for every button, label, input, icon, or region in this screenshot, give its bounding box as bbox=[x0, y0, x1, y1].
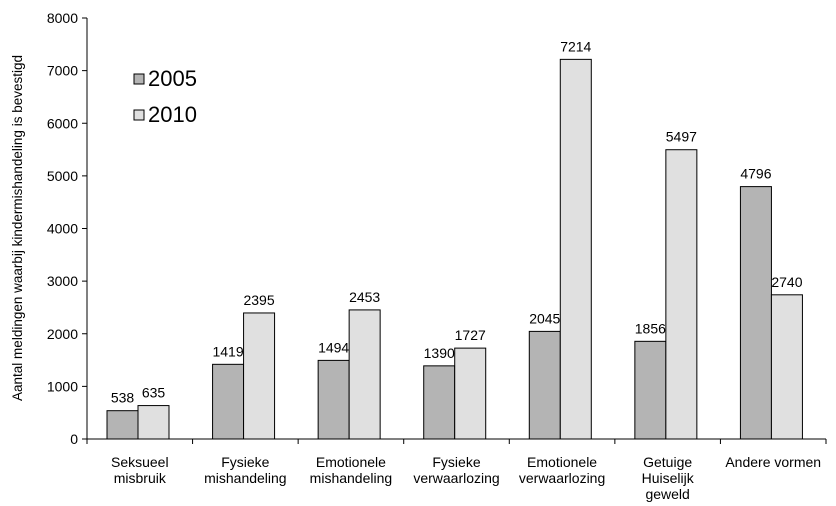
x-category-label: Emotionele bbox=[527, 454, 597, 470]
x-category-label: mishandeling bbox=[310, 470, 393, 486]
bar-2010-5 bbox=[665, 149, 698, 440]
y-tick-label: 4000 bbox=[47, 221, 78, 237]
legend-swatch-2010 bbox=[133, 109, 145, 121]
bar-2010-3 bbox=[454, 347, 487, 440]
data-labels: 538 1419 1494 1390 2045 1856 4796 635 2395 2453 17… bbox=[111, 38, 803, 405]
data-label-2010-4: 7214 bbox=[560, 38, 591, 54]
y-tick-label: 2000 bbox=[47, 326, 78, 342]
data-label-2010-6: 2740 bbox=[771, 274, 802, 290]
y-axis-title: Aantal meldingen waarbij kindermishandel… bbox=[10, 55, 25, 401]
data-label-2005-4: 2045 bbox=[529, 310, 560, 326]
bar-2005-4 bbox=[528, 330, 561, 440]
data-label-2005-2: 1494 bbox=[318, 339, 349, 355]
x-category-label: geweld bbox=[645, 486, 689, 502]
bar-2005-5 bbox=[634, 340, 667, 440]
data-label-2010-1: 2395 bbox=[243, 292, 274, 308]
data-label-2010-5: 5497 bbox=[666, 129, 697, 145]
data-label-2005-3: 1390 bbox=[424, 345, 455, 361]
bars bbox=[106, 58, 803, 440]
bar-2010-6 bbox=[770, 294, 803, 440]
x-category-label: misbruik bbox=[114, 470, 167, 486]
bar-2010-0 bbox=[137, 405, 170, 440]
data-label-2010-0: 635 bbox=[142, 385, 166, 401]
data-label-2005-6: 4796 bbox=[740, 166, 771, 182]
bar-2005-6 bbox=[739, 186, 772, 440]
data-label-2010-2: 2453 bbox=[349, 289, 380, 305]
y-tick-label: 5000 bbox=[47, 168, 78, 184]
x-category-label: Huiselijk bbox=[642, 470, 695, 486]
x-category-label: Seksueel bbox=[111, 454, 169, 470]
x-category-label: Getuige bbox=[643, 454, 692, 470]
legend-swatch-2005 bbox=[133, 73, 145, 85]
bar-2005-1 bbox=[212, 363, 245, 440]
y-tick-label: 1000 bbox=[47, 378, 78, 394]
data-label-2010-3: 1727 bbox=[455, 327, 486, 343]
legend-label-2005: 2005 bbox=[148, 66, 197, 91]
x-labels: SeksueelmisbruikFysiekemishandelingEmoti… bbox=[86, 439, 827, 502]
y-ticks: 0 1000 2000 3000 4000 5000 6000 7000 8000 bbox=[47, 10, 87, 447]
x-category-label: Fysieke bbox=[432, 454, 480, 470]
bar-2010-2 bbox=[348, 309, 381, 440]
legend-label-2010: 2010 bbox=[148, 102, 197, 127]
y-tick-label: 3000 bbox=[47, 273, 78, 289]
y-tick-label: 0 bbox=[70, 431, 78, 447]
x-category-label: Andere vormen bbox=[725, 454, 821, 470]
y-tick-label: 8000 bbox=[47, 10, 78, 26]
y-tick-label: 6000 bbox=[47, 115, 78, 131]
data-label-2005-1: 1419 bbox=[212, 343, 243, 359]
x-category-label: verwaarlozing bbox=[413, 470, 499, 486]
bar-2005-3 bbox=[423, 365, 456, 440]
data-label-2005-0: 538 bbox=[111, 390, 135, 406]
y-tick-label: 7000 bbox=[47, 63, 78, 79]
bar-2010-4 bbox=[559, 58, 592, 440]
x-category-label: Fysieke bbox=[221, 454, 269, 470]
x-category-label: mishandeling bbox=[204, 470, 287, 486]
x-category-label: verwaarlozing bbox=[519, 470, 605, 486]
x-category-label: Emotionele bbox=[316, 454, 386, 470]
legend: 2005 2010 bbox=[133, 66, 197, 127]
data-label-2005-5: 1856 bbox=[635, 320, 666, 336]
bar-2005-0 bbox=[106, 410, 139, 440]
bar-2005-2 bbox=[317, 359, 350, 440]
bar-2010-1 bbox=[243, 312, 276, 440]
